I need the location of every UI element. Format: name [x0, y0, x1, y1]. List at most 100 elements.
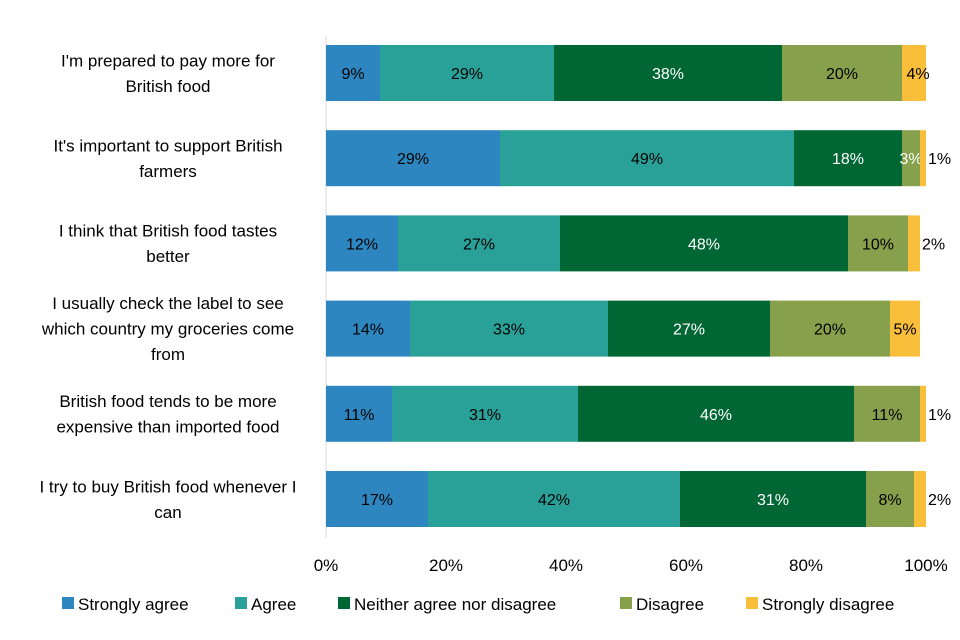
data-label: 38%	[652, 66, 684, 83]
x-tick-label: 60%	[669, 556, 703, 575]
legend-item: Strongly disagree	[746, 595, 894, 614]
bar-row: 29% 49% 18% 3% 1%	[326, 130, 951, 187]
legend-swatch	[62, 597, 74, 609]
legend-label: Agree	[251, 595, 296, 614]
legend-label: Strongly disagree	[762, 595, 894, 614]
data-label: 29%	[397, 151, 429, 168]
bar-segment	[770, 300, 890, 357]
x-tick-label: 0%	[314, 556, 339, 575]
category-label-line: farmers	[139, 162, 197, 181]
data-label: 1%	[928, 151, 951, 168]
bar-segment	[902, 130, 920, 187]
category-label: It's important to support British farmers	[53, 136, 282, 181]
category-label-line: better	[146, 247, 190, 266]
data-label: 12%	[346, 236, 378, 253]
category-label-line: from	[151, 345, 185, 364]
legend: Strongly agree Agree Neither agree nor dis…	[62, 595, 894, 614]
bar-segment	[428, 471, 680, 527]
data-label: 17%	[361, 492, 393, 509]
bar-row: 12% 27% 48% 10% 2%	[326, 215, 945, 272]
bar-segment	[326, 45, 380, 101]
data-label: 5%	[893, 322, 916, 339]
category-label-line: It's important to support British	[53, 136, 282, 155]
legend-swatch	[620, 597, 632, 609]
category-label-line: can	[154, 503, 181, 522]
bar-segment	[902, 45, 926, 101]
legend-label: Disagree	[636, 595, 704, 614]
bar-row: 14% 33% 27% 20% 5%	[326, 300, 920, 357]
bar-segment	[500, 130, 794, 187]
data-label: 8%	[878, 492, 901, 509]
legend-swatch	[338, 597, 350, 609]
bar-segment	[914, 471, 926, 527]
data-label: 31%	[469, 407, 501, 424]
bar-segment	[380, 45, 554, 101]
legend-swatch	[746, 597, 758, 609]
bar-segment	[848, 215, 908, 272]
legend-item: Strongly agree	[62, 595, 189, 614]
bars: 9% 29% 38% 20% 4% 29% 49% 18% 3% 1% 12% 27% 48% 10% 2%…	[326, 45, 951, 527]
data-label: 42%	[538, 492, 570, 509]
data-label: 48%	[688, 236, 720, 253]
legend-item: Neither agree nor disagree	[338, 595, 556, 614]
category-label: I think that British food tastes better	[59, 222, 277, 267]
bar-segment	[782, 45, 902, 101]
data-label: 10%	[862, 236, 894, 253]
bar-segment	[326, 300, 410, 357]
bar-segment	[326, 215, 398, 272]
bar-segment	[398, 215, 560, 272]
data-label: 1%	[928, 407, 951, 424]
category-label-line: I usually check the label to see	[52, 294, 284, 313]
bar-row: 9% 29% 38% 20% 4%	[326, 45, 930, 101]
category-label-line: British food tends to be more	[59, 392, 276, 411]
legend-item: Disagree	[620, 595, 704, 614]
category-label-line: expensive than imported food	[56, 418, 279, 437]
data-label: 9%	[341, 66, 364, 83]
category-label-line: I'm prepared to pay more for	[61, 51, 275, 70]
category-labels: I'm prepared to pay more for British food…	[39, 51, 296, 522]
data-label: 20%	[826, 66, 858, 83]
x-tick-label: 100%	[904, 556, 947, 575]
bar-segment	[890, 300, 920, 357]
data-label: 46%	[700, 407, 732, 424]
bar-segment	[326, 130, 500, 187]
data-label: 14%	[352, 322, 384, 339]
bar-row: 11% 31% 46% 11% 1%	[326, 385, 951, 442]
data-label: 29%	[451, 66, 483, 83]
bar-segment	[920, 385, 926, 442]
bar-segment	[326, 471, 428, 527]
data-label: 18%	[832, 151, 864, 168]
data-label: 27%	[463, 236, 495, 253]
data-label: 3%	[899, 151, 922, 168]
bar-segment	[392, 385, 578, 442]
bar-segment	[608, 300, 770, 357]
data-label: 27%	[673, 322, 705, 339]
bar-segment	[326, 385, 392, 442]
legend-swatch	[235, 597, 247, 609]
data-label: 4%	[906, 66, 929, 83]
data-label: 20%	[814, 322, 846, 339]
category-label-line: which country my groceries come	[41, 320, 294, 339]
x-tick-label: 80%	[789, 556, 823, 575]
legend-item: Agree	[235, 595, 296, 614]
data-label: 2%	[928, 492, 951, 509]
bar-segment	[410, 300, 608, 357]
bar-segment	[920, 130, 926, 187]
data-label: 33%	[493, 322, 525, 339]
data-label: 11%	[872, 407, 903, 424]
legend-label: Neither agree nor disagree	[354, 595, 556, 614]
x-tick-label: 20%	[429, 556, 463, 575]
bar-segment	[560, 215, 848, 272]
category-label: I usually check the label to see which co…	[41, 294, 294, 364]
category-label-line: I think that British food tastes	[59, 222, 277, 241]
data-label: 2%	[922, 236, 945, 253]
x-axis-ticks: 0% 20% 40% 60% 80% 100%	[314, 556, 948, 575]
bar-segment	[554, 45, 782, 101]
category-label-line: I try to buy British food whenever I	[39, 477, 296, 496]
category-label-line: British food	[125, 77, 210, 96]
data-label: 11%	[344, 407, 375, 424]
bar-segment	[578, 385, 854, 442]
legend-label: Strongly agree	[78, 595, 189, 614]
bar-segment	[680, 471, 866, 527]
